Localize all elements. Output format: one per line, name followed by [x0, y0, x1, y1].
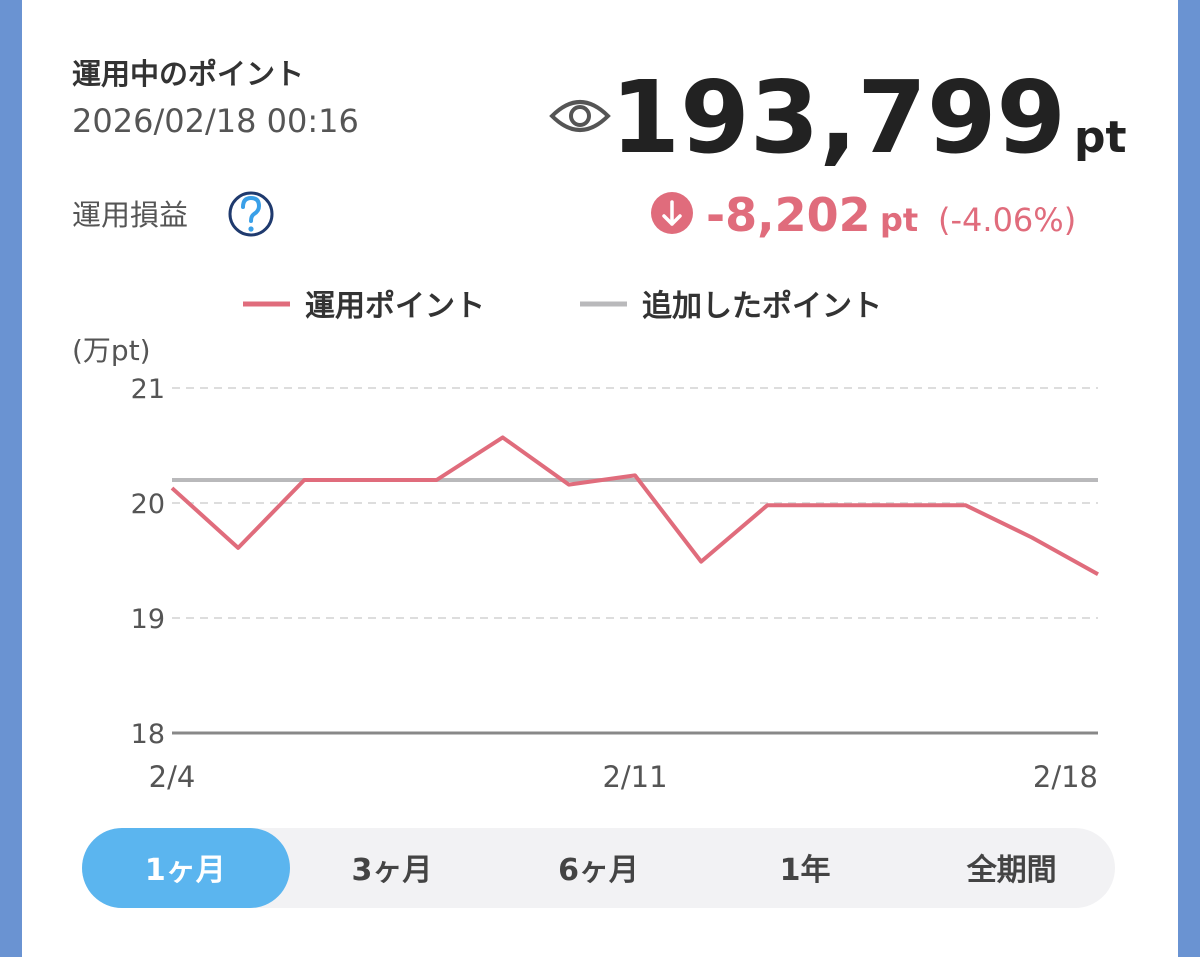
tab[interactable]: 1ヶ月: [145, 853, 226, 888]
tab[interactable]: 1年: [780, 853, 831, 888]
timestamp: 2026/02/18 00:16: [72, 102, 359, 140]
help-icon[interactable]: [228, 191, 274, 237]
pl-value: -8,202: [706, 188, 871, 242]
y-axis-label: (万pt): [72, 334, 151, 367]
tab[interactable]: 6ヶ月: [558, 853, 639, 888]
y-tick-label: 20: [131, 489, 165, 520]
pl-percent: (-4.06%): [938, 201, 1076, 239]
y-tick-label: 21: [131, 374, 165, 405]
balance: 193,799: [611, 59, 1066, 176]
tab[interactable]: 3ヶ月: [351, 853, 432, 888]
legend-label: 運用ポイント: [305, 289, 485, 324]
y-tick-label: 18: [131, 719, 165, 750]
series-line: [170, 435, 1099, 577]
pl-unit: pt: [880, 201, 918, 239]
legend-label: 追加したポイント: [642, 289, 882, 324]
tab-selected: [82, 828, 290, 908]
tab[interactable]: 全期間: [966, 853, 1057, 888]
x-tick-label: 2/4: [149, 760, 196, 794]
pl-label: 運用損益: [72, 198, 188, 232]
balance-unit: pt: [1074, 112, 1127, 163]
tab-bar: [82, 828, 1115, 908]
x-tick-label: 2/18: [1033, 760, 1098, 794]
down-icon: [651, 192, 693, 234]
y-tick-label: 19: [131, 604, 165, 635]
title: 運用中のポイント: [72, 57, 304, 91]
x-tick-label: 2/11: [602, 760, 667, 794]
eye-icon[interactable]: [549, 100, 611, 132]
